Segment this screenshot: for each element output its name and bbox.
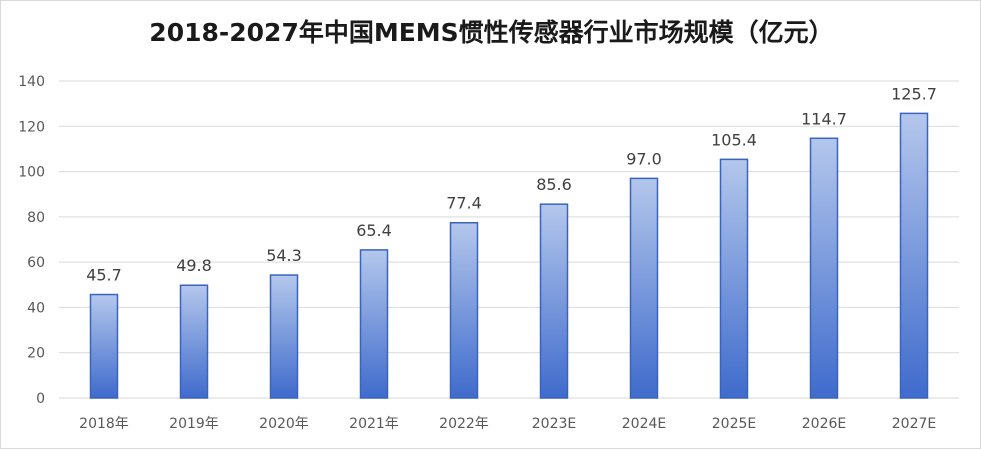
x-tick-label: 2021年 (349, 416, 399, 432)
bars (89, 112, 929, 399)
data-label: 49.8 (176, 256, 212, 275)
data-label: 77.4 (446, 194, 482, 213)
data-label: 97.0 (626, 149, 662, 168)
x-tick-label: 2022年 (439, 416, 489, 432)
gridlines (59, 80, 959, 399)
data-label: 105.4 (711, 130, 757, 149)
y-tick-label: 0 (36, 391, 45, 407)
data-label: 45.7 (86, 266, 122, 285)
x-tick-label: 2018年 (79, 416, 129, 432)
data-label: 85.6 (536, 175, 572, 194)
bar (359, 249, 389, 399)
bar (89, 293, 119, 399)
y-tick-label: 60 (27, 255, 45, 271)
chart-title: 2018-2027年中国MEMS惯性传感器行业市场规模（亿元） (149, 18, 834, 47)
x-tick-label: 2027E (892, 416, 936, 432)
y-tick-label: 80 (27, 210, 45, 226)
data-labels: 45.7 49.8 54.3 65.4 77.4 85.6 97.0 105.4 114.7 12… (86, 84, 937, 284)
data-label: 54.3 (266, 246, 302, 265)
y-tick-label: 40 (27, 300, 45, 316)
y-tick-label: 20 (27, 346, 45, 362)
bar (629, 177, 659, 399)
bar (179, 284, 209, 399)
x-tick-label: 2019年 (169, 416, 219, 432)
data-label: 114.7 (801, 109, 847, 128)
bar (719, 158, 749, 399)
bar (899, 112, 929, 399)
y-tick-label: 100 (18, 165, 45, 181)
x-tick-label: 2024E (622, 416, 666, 432)
x-tick-label: 2025E (712, 416, 756, 432)
data-label: 65.4 (356, 221, 392, 240)
bar (539, 203, 569, 399)
x-tick-label: 2023E (532, 416, 576, 432)
y-tick-label: 120 (18, 119, 45, 135)
y-axis-ticks: 0 20 40 60 80 100 120 140 (18, 74, 45, 407)
y-tick-label: 140 (18, 74, 45, 90)
data-label: 125.7 (891, 84, 937, 103)
x-tick-label: 2020年 (259, 416, 309, 432)
bar (449, 221, 479, 399)
x-axis-ticks: 2018年 2019年 2020年 2021年 2022年 2023E 2024E 2025E… (79, 416, 936, 432)
x-tick-label: 2026E (802, 416, 846, 432)
bar (809, 137, 839, 399)
bar (269, 274, 299, 399)
